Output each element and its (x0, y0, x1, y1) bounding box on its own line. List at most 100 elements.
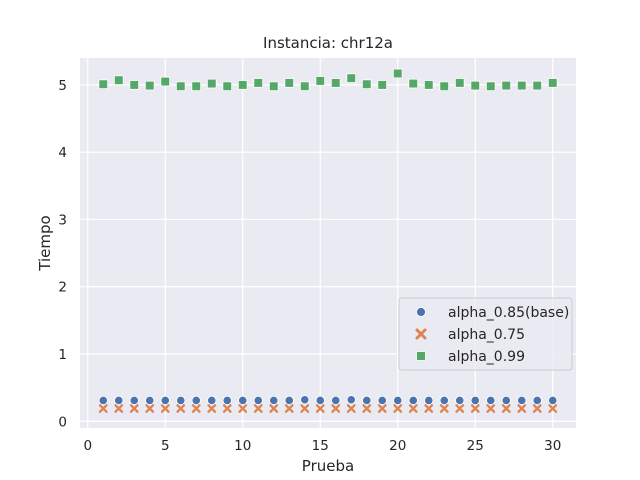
chart-title: Instancia: chr12a (263, 34, 393, 52)
data-point-x (114, 404, 124, 413)
data-point-square (206, 78, 217, 89)
data-point-circle (455, 395, 465, 406)
data-point-square (299, 81, 310, 92)
data-point-circle (424, 395, 434, 406)
y-tick-label: 5 (58, 78, 67, 94)
data-point-circle (486, 395, 496, 406)
data-point-square (268, 81, 279, 92)
legend-square-marker (416, 351, 426, 361)
data-point-circle (377, 395, 387, 406)
data-point-x (300, 404, 310, 413)
data-point-x (393, 404, 403, 413)
data-point-square (253, 78, 264, 88)
data-point-square (315, 76, 326, 86)
data-point-circle (362, 395, 372, 406)
data-point-square (98, 79, 109, 90)
data-point-square (330, 78, 341, 88)
data-point-circle (222, 395, 232, 406)
data-point-square (346, 73, 357, 83)
y-tick-label: 2 (58, 280, 67, 296)
data-point-circle (532, 395, 542, 406)
data-point-circle (470, 395, 480, 406)
data-point-circle (331, 395, 341, 406)
data-point-circle (129, 395, 139, 406)
data-point-x (408, 404, 418, 413)
data-point-square (175, 81, 186, 92)
y-tick-label: 4 (58, 145, 67, 161)
data-point-x (191, 404, 201, 413)
y-tick-label: 0 (58, 414, 67, 430)
data-point-x (532, 404, 542, 413)
plot-area (80, 58, 576, 428)
data-point-square (237, 80, 248, 90)
data-point-circle (408, 395, 418, 406)
data-point-x (222, 404, 232, 413)
data-point-x (486, 404, 496, 413)
legend-item-alpha-0-99: alpha_0.99 (416, 349, 525, 365)
x-tick-labels: 0 5 10 15 20 25 30 (83, 438, 561, 454)
data-point-square (501, 80, 512, 91)
data-point-x (269, 404, 279, 413)
data-point-x (129, 404, 139, 413)
data-point-square (439, 81, 450, 92)
legend-label: alpha_0.75 (448, 327, 525, 343)
x-tick-label: 30 (544, 438, 561, 454)
data-point-x (331, 404, 341, 413)
legend-label: alpha_0.85(base) (448, 305, 569, 321)
legend-label: alpha_0.99 (448, 349, 525, 365)
data-point-x (501, 404, 511, 413)
legend-box (398, 297, 573, 371)
data-point-square (454, 78, 465, 88)
data-point-square (423, 80, 434, 90)
data-point-circle (207, 395, 217, 406)
data-point-circle (176, 395, 186, 406)
data-point-x (439, 404, 449, 413)
x-tick-label: 20 (389, 438, 406, 454)
x-tick-label: 25 (467, 438, 484, 454)
data-point-circle (284, 395, 294, 406)
data-point-circle (393, 395, 403, 406)
series (98, 68, 558, 92)
x-tick-label: 5 (161, 438, 170, 454)
data-point-x (253, 404, 263, 413)
data-point-square (222, 81, 233, 92)
data-point-circle (191, 395, 201, 406)
x-tick-label: 0 (83, 438, 92, 454)
data-point-x (377, 404, 387, 413)
data-point-circle (315, 395, 325, 406)
data-point-x (470, 404, 480, 413)
y-tick-label: 1 (58, 347, 67, 363)
data-point-square (113, 75, 124, 86)
series (98, 404, 558, 413)
data-point-square (144, 80, 155, 91)
legend-item-alpha-0-75: alpha_0.75 (415, 327, 525, 343)
data-point-circle (145, 395, 155, 406)
data-point-x (315, 404, 325, 413)
data-point-circle (517, 395, 527, 406)
data-point-x (548, 404, 558, 413)
data-point-x (424, 404, 434, 413)
data-point-square (392, 68, 403, 79)
x-tick-label: 15 (312, 438, 329, 454)
data-point-square (191, 81, 202, 92)
data-point-square (377, 80, 388, 90)
data-point-x (207, 404, 217, 413)
data-point-x (362, 404, 372, 413)
data-point-square (408, 78, 419, 89)
y-tick-labels: 0 1 2 3 4 5 (58, 78, 67, 430)
data-point-square (284, 78, 295, 88)
data-point-circle (160, 395, 170, 406)
data-point-circle (300, 395, 310, 405)
data-point-circle (269, 395, 279, 406)
legend: alpha_0.85(base) alpha_0.75 alpha_0.99 (398, 297, 573, 371)
data-point-circle (439, 395, 449, 406)
data-point-circle (548, 395, 558, 406)
data-point-x (517, 404, 527, 413)
data-point-circle (346, 395, 356, 405)
data-point-circle (238, 395, 248, 406)
data-point-square (129, 80, 140, 90)
data-point-x (160, 404, 170, 413)
data-point-circle (253, 395, 263, 406)
legend-circle-marker (416, 307, 426, 317)
